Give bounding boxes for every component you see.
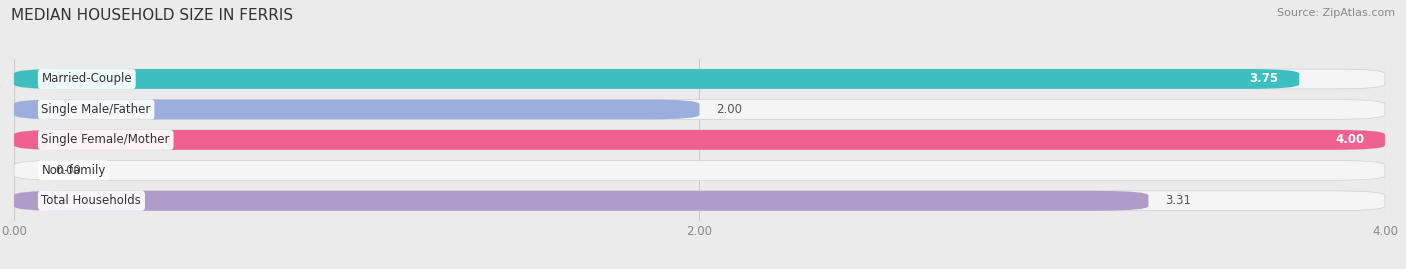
Text: 4.00: 4.00: [1336, 133, 1364, 146]
FancyBboxPatch shape: [14, 130, 1385, 150]
Text: MEDIAN HOUSEHOLD SIZE IN FERRIS: MEDIAN HOUSEHOLD SIZE IN FERRIS: [11, 8, 294, 23]
FancyBboxPatch shape: [14, 100, 1385, 119]
Text: 2.00: 2.00: [717, 103, 742, 116]
Text: 3.31: 3.31: [1166, 194, 1191, 207]
FancyBboxPatch shape: [14, 69, 1385, 89]
FancyBboxPatch shape: [14, 130, 1385, 150]
Text: 3.75: 3.75: [1250, 72, 1278, 86]
FancyBboxPatch shape: [14, 100, 700, 119]
FancyBboxPatch shape: [14, 191, 1385, 211]
Text: Total Households: Total Households: [42, 194, 142, 207]
FancyBboxPatch shape: [14, 160, 1385, 180]
Text: Single Male/Father: Single Male/Father: [42, 103, 150, 116]
FancyBboxPatch shape: [14, 69, 1299, 89]
Text: Source: ZipAtlas.com: Source: ZipAtlas.com: [1277, 8, 1395, 18]
FancyBboxPatch shape: [14, 191, 1149, 211]
Text: Single Female/Mother: Single Female/Mother: [42, 133, 170, 146]
Text: 0.00: 0.00: [55, 164, 82, 177]
Text: Married-Couple: Married-Couple: [42, 72, 132, 86]
Text: Non-family: Non-family: [42, 164, 105, 177]
